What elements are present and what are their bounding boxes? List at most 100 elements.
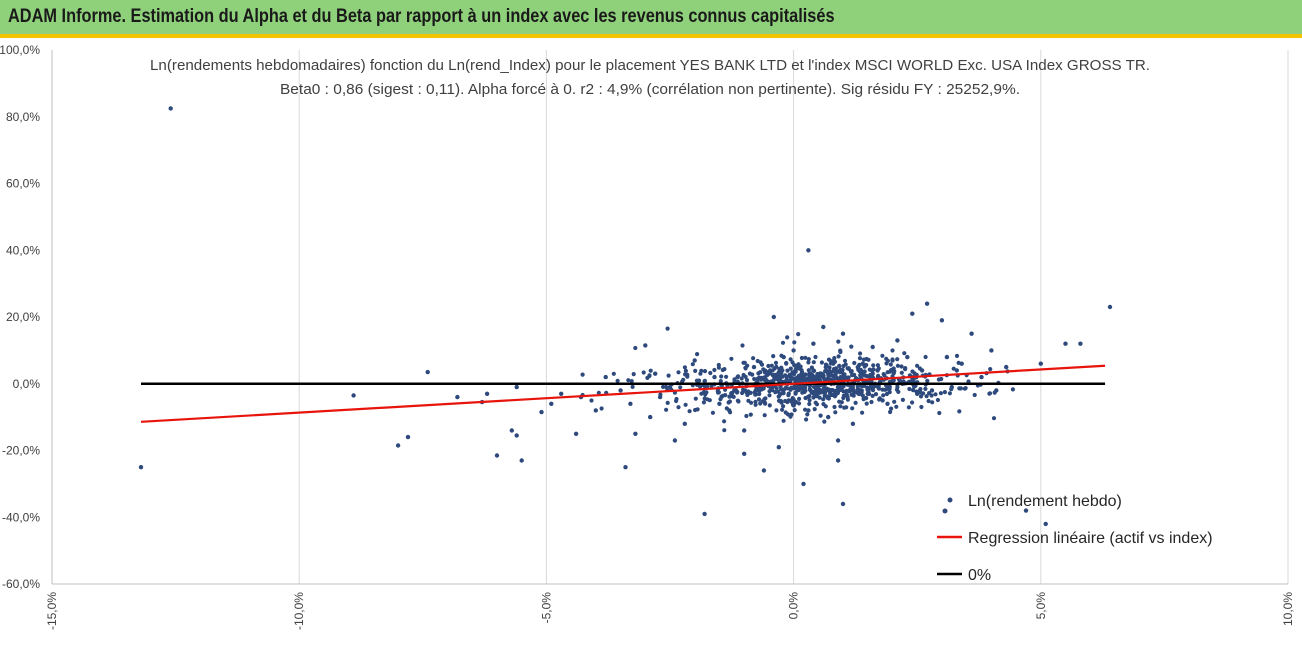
data-point [803,388,808,393]
data-point [811,341,816,346]
data-point [693,407,698,413]
data-point [781,404,786,409]
data-point [768,368,773,373]
data-point [1078,341,1083,346]
data-point [959,361,964,366]
data-point [796,401,802,406]
data-point [752,390,757,395]
data-point [894,387,900,392]
data-point [676,405,681,410]
data-point [702,369,708,374]
data-point [929,393,934,398]
grid-layer [298,50,1289,584]
data-point [910,369,915,374]
data-point [769,363,774,368]
data-point [817,395,822,400]
data-point [788,366,793,371]
data-point [665,326,670,331]
data-point [865,387,870,392]
data-point [758,360,763,365]
data-point [732,388,737,393]
data-point [803,355,808,360]
data-point [821,374,826,380]
data-point [704,390,709,395]
data-point [902,351,907,356]
data-point [860,410,865,415]
data-point [593,408,598,413]
y-tick-label: 80,0% [6,110,40,124]
data-point [722,428,727,433]
data-point [954,368,959,373]
data-point [865,391,870,396]
data-point [648,368,653,373]
legend-points-marker [947,497,953,503]
data-point [771,354,776,359]
data-point [784,360,789,366]
legend-label-points: Ln(rendement hebdo) [968,493,1122,510]
data-point [888,369,893,374]
data-point [870,344,875,350]
data-point [875,384,880,389]
data-point [895,338,900,343]
x-tick-label: 0,0% [787,592,801,620]
data-point [747,371,753,376]
data-point [925,378,930,383]
data-point [824,368,829,373]
y-tick-label: 60,0% [6,177,40,191]
data-point [724,374,729,379]
data-point [796,388,801,393]
data-point [793,378,799,383]
data-point [864,373,869,379]
data-point [870,393,875,398]
data-point [847,387,852,393]
data-point [484,391,490,396]
data-point [793,390,798,395]
data-point [969,331,974,336]
data-point [892,399,897,404]
data-point [753,399,758,404]
data-point [819,360,825,365]
data-point [702,511,707,517]
data-point [804,376,810,381]
data-point [774,364,779,369]
data-point [892,369,897,374]
data-point [603,374,608,380]
data-point [751,364,757,370]
data-point [742,451,747,456]
data-point [861,357,867,362]
data-point [687,409,692,414]
data-point [836,339,841,344]
y-tick-label: 100,0% [0,43,40,57]
data-point [972,392,977,398]
data-point [629,379,634,384]
data-point [743,388,748,393]
data-point [787,372,792,377]
data-point [633,431,638,436]
data-point [710,410,716,415]
data-point [849,344,854,349]
data-point [792,408,797,413]
data-point [623,465,628,470]
data-point [641,370,646,375]
data-point [806,248,811,253]
data-point [833,410,838,415]
data-point [864,362,869,368]
data-point [732,377,737,382]
data-point [869,399,874,405]
data-point [910,400,915,405]
data-point [991,416,997,421]
data-point [791,348,796,353]
data-point [935,397,941,403]
data-point [915,363,920,368]
data-point [683,368,689,373]
data-point [682,421,687,426]
data-point [789,385,794,390]
data-point [863,396,868,401]
data-point [988,367,993,372]
data-point [957,409,962,414]
data-point [853,400,858,405]
data-point [842,358,848,363]
data-point [1010,387,1016,392]
data-point [822,393,827,398]
data-point [723,393,728,398]
